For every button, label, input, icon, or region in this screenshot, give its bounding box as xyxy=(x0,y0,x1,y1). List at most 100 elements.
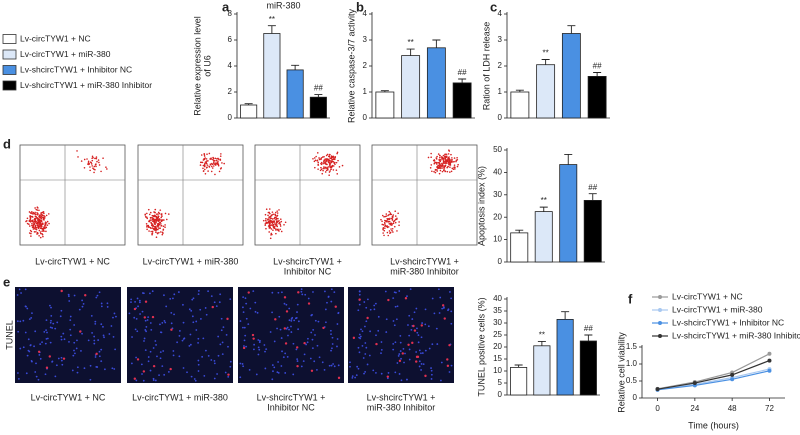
nucleus xyxy=(349,361,351,364)
flow-dot xyxy=(31,226,34,229)
flow-dot xyxy=(83,166,86,169)
nucleus xyxy=(290,325,292,328)
nucleus xyxy=(178,355,181,358)
flow-dot xyxy=(43,230,45,233)
flow-dot xyxy=(26,217,29,220)
nucleus xyxy=(34,330,37,333)
bar xyxy=(452,82,472,119)
flow-dot xyxy=(449,171,451,173)
flow-dot xyxy=(159,209,162,211)
nucleus xyxy=(44,373,47,376)
nucleus xyxy=(362,357,365,359)
flow-dot xyxy=(215,159,218,162)
flow-dot xyxy=(332,155,335,158)
nucleus xyxy=(242,326,244,329)
flow-dot xyxy=(35,228,38,231)
nucleus xyxy=(420,336,423,339)
nucleus xyxy=(375,371,377,374)
flow-dot xyxy=(381,223,384,226)
nucleus xyxy=(293,319,296,322)
nucleus xyxy=(354,376,357,379)
nucleus xyxy=(297,328,300,331)
y-tick-label: 3 xyxy=(498,35,503,44)
flow-dot xyxy=(161,219,163,222)
flow-dot xyxy=(154,229,156,231)
flow-dot xyxy=(146,228,148,231)
flow-dot xyxy=(155,218,158,220)
flow-dot xyxy=(320,163,323,166)
nucleus xyxy=(400,357,402,360)
flow-dot xyxy=(316,152,319,154)
y-axis-label: Ration of LDH release xyxy=(481,22,491,111)
nucleus xyxy=(413,311,416,314)
nucleus xyxy=(94,322,97,325)
flow-dot xyxy=(26,219,28,222)
nucleus xyxy=(200,318,202,320)
nucleus xyxy=(247,323,250,326)
nucleus xyxy=(400,379,403,382)
flow-dot xyxy=(219,155,222,157)
panel-letter: c xyxy=(490,0,497,14)
nucleus xyxy=(380,348,383,351)
flow-dot xyxy=(327,166,330,168)
nucleus xyxy=(297,320,300,323)
nucleus xyxy=(314,319,317,322)
flow-dot xyxy=(43,212,45,215)
flow-dot xyxy=(324,171,327,173)
tunel-image xyxy=(127,287,233,383)
nucleus xyxy=(358,290,361,293)
flow-dot xyxy=(323,166,325,168)
nucleus xyxy=(213,362,216,365)
flow-dot xyxy=(447,158,449,160)
nucleus xyxy=(98,350,101,353)
nucleus xyxy=(399,350,402,352)
tunel-dot xyxy=(411,341,414,345)
flow-dot xyxy=(270,221,272,223)
nucleus xyxy=(219,343,222,346)
nucleus xyxy=(203,374,206,377)
error-bar xyxy=(584,334,593,341)
nucleus xyxy=(307,337,309,340)
nucleus xyxy=(195,329,198,331)
flow-dot xyxy=(390,217,393,220)
nucleus xyxy=(407,324,409,326)
nucleus xyxy=(398,373,401,375)
flow-dot xyxy=(269,212,271,215)
flow-dot xyxy=(76,150,78,152)
flow-dot xyxy=(436,169,438,171)
nucleus xyxy=(357,309,360,312)
nucleus xyxy=(264,350,266,353)
nucleus xyxy=(380,372,383,375)
tunel-dot xyxy=(296,346,299,349)
nucleus xyxy=(273,340,276,343)
nucleus xyxy=(172,354,175,357)
nucleus xyxy=(411,318,414,320)
tunel-dot xyxy=(133,307,137,311)
nucleus xyxy=(312,291,314,293)
nucleus xyxy=(97,339,100,341)
nucleus xyxy=(45,319,48,321)
flow-dot xyxy=(163,219,165,221)
flow-dot xyxy=(29,212,32,214)
nucleus xyxy=(373,308,376,311)
flow-dot xyxy=(278,222,280,225)
nucleus xyxy=(372,369,375,372)
flow-dot xyxy=(456,156,458,159)
flow-dot xyxy=(442,169,445,172)
nucleus xyxy=(364,370,367,373)
legend-label: Lv-circTYW1 + NC xyxy=(20,33,91,43)
flow-dot xyxy=(439,166,442,168)
flow-dot xyxy=(275,232,277,235)
flow-dot xyxy=(158,227,160,229)
flow-dot xyxy=(39,232,42,235)
nucleus xyxy=(191,315,194,318)
flow-dot xyxy=(157,223,159,226)
nucleus xyxy=(330,288,333,291)
nucleus xyxy=(205,349,207,352)
nucleus xyxy=(224,371,227,374)
nucleus xyxy=(73,324,76,326)
flow-dot xyxy=(45,226,48,229)
flow-dot xyxy=(390,224,393,226)
nucleus xyxy=(155,344,157,346)
nucleus xyxy=(221,353,224,355)
